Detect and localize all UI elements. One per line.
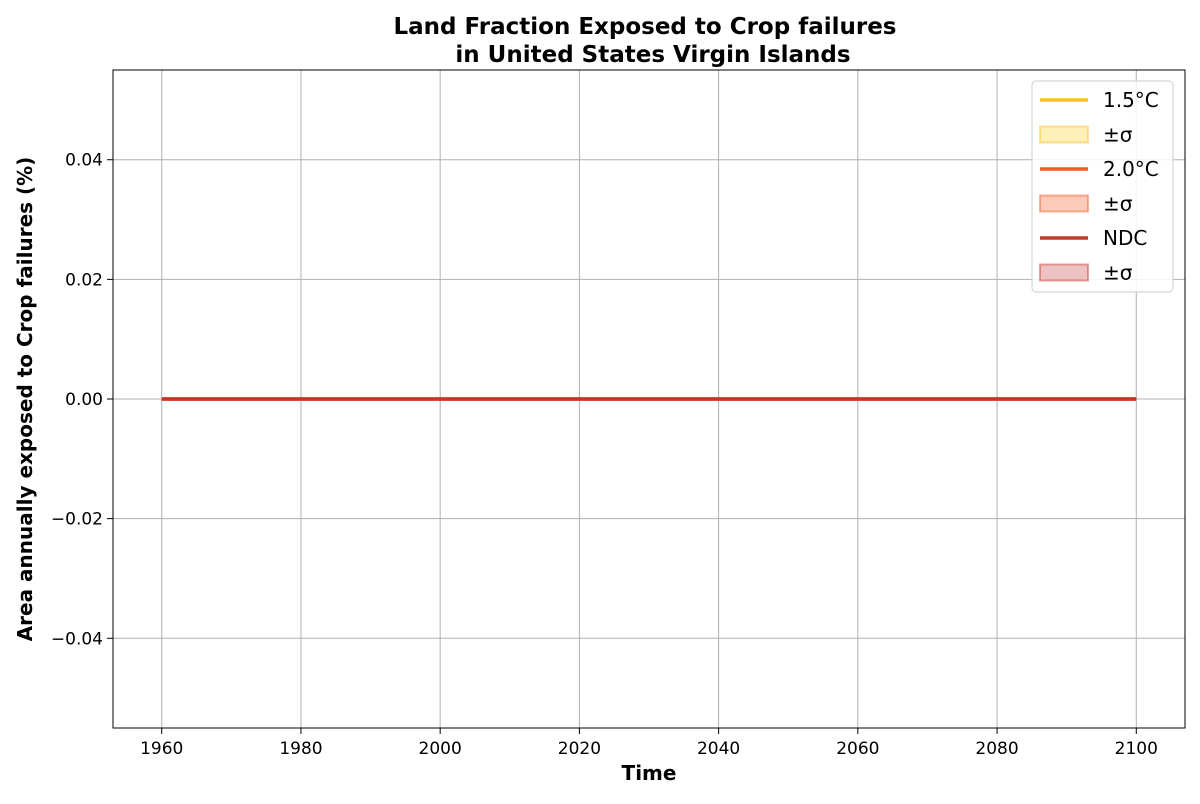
axis-ticks: 1960 1980 2000 2020 2040 2060 2080 2100 −0.04 −0.… <box>51 151 1158 759</box>
y-tick-label: −0.02 <box>51 510 103 530</box>
x-tick-label: 1960 <box>140 739 183 759</box>
legend-label: ±σ <box>1103 192 1133 216</box>
y-tick-label: 0.02 <box>65 270 103 290</box>
legend: 1.5°C ±σ 2.0°C ±σ NDC ±σ <box>1031 80 1174 293</box>
x-tick-label: 2080 <box>975 739 1018 759</box>
legend-label: 2.0°C <box>1103 157 1159 181</box>
x-axis-label: Time <box>622 761 677 785</box>
legend-band-swatch <box>1039 194 1089 213</box>
legend-label: 1.5°C <box>1103 88 1159 112</box>
legend-label: ±σ <box>1103 261 1133 285</box>
legend-label: ±σ <box>1103 123 1133 147</box>
legend-band-swatch <box>1039 263 1089 282</box>
y-axis-label: Area annually exposed to Crop failures (… <box>13 157 37 642</box>
x-tick-label: 2040 <box>697 739 740 759</box>
x-tick-label: 2100 <box>1115 739 1158 759</box>
x-tick-label: 2020 <box>558 739 601 759</box>
legend-label: NDC <box>1103 226 1147 250</box>
y-tick-label: −0.04 <box>51 629 103 649</box>
chart-title-line-2: in United States Virgin Islands <box>455 42 850 68</box>
x-tick-label: 2000 <box>419 739 462 759</box>
x-tick-label: 1980 <box>279 739 322 759</box>
x-tick-label: 2060 <box>836 739 879 759</box>
y-tick-label: 0.00 <box>65 390 103 410</box>
chart-title-line-1: Land Fraction Exposed to Crop failures <box>394 14 897 40</box>
y-tick-label: 0.04 <box>65 151 103 171</box>
legend-band-swatch <box>1039 125 1089 144</box>
